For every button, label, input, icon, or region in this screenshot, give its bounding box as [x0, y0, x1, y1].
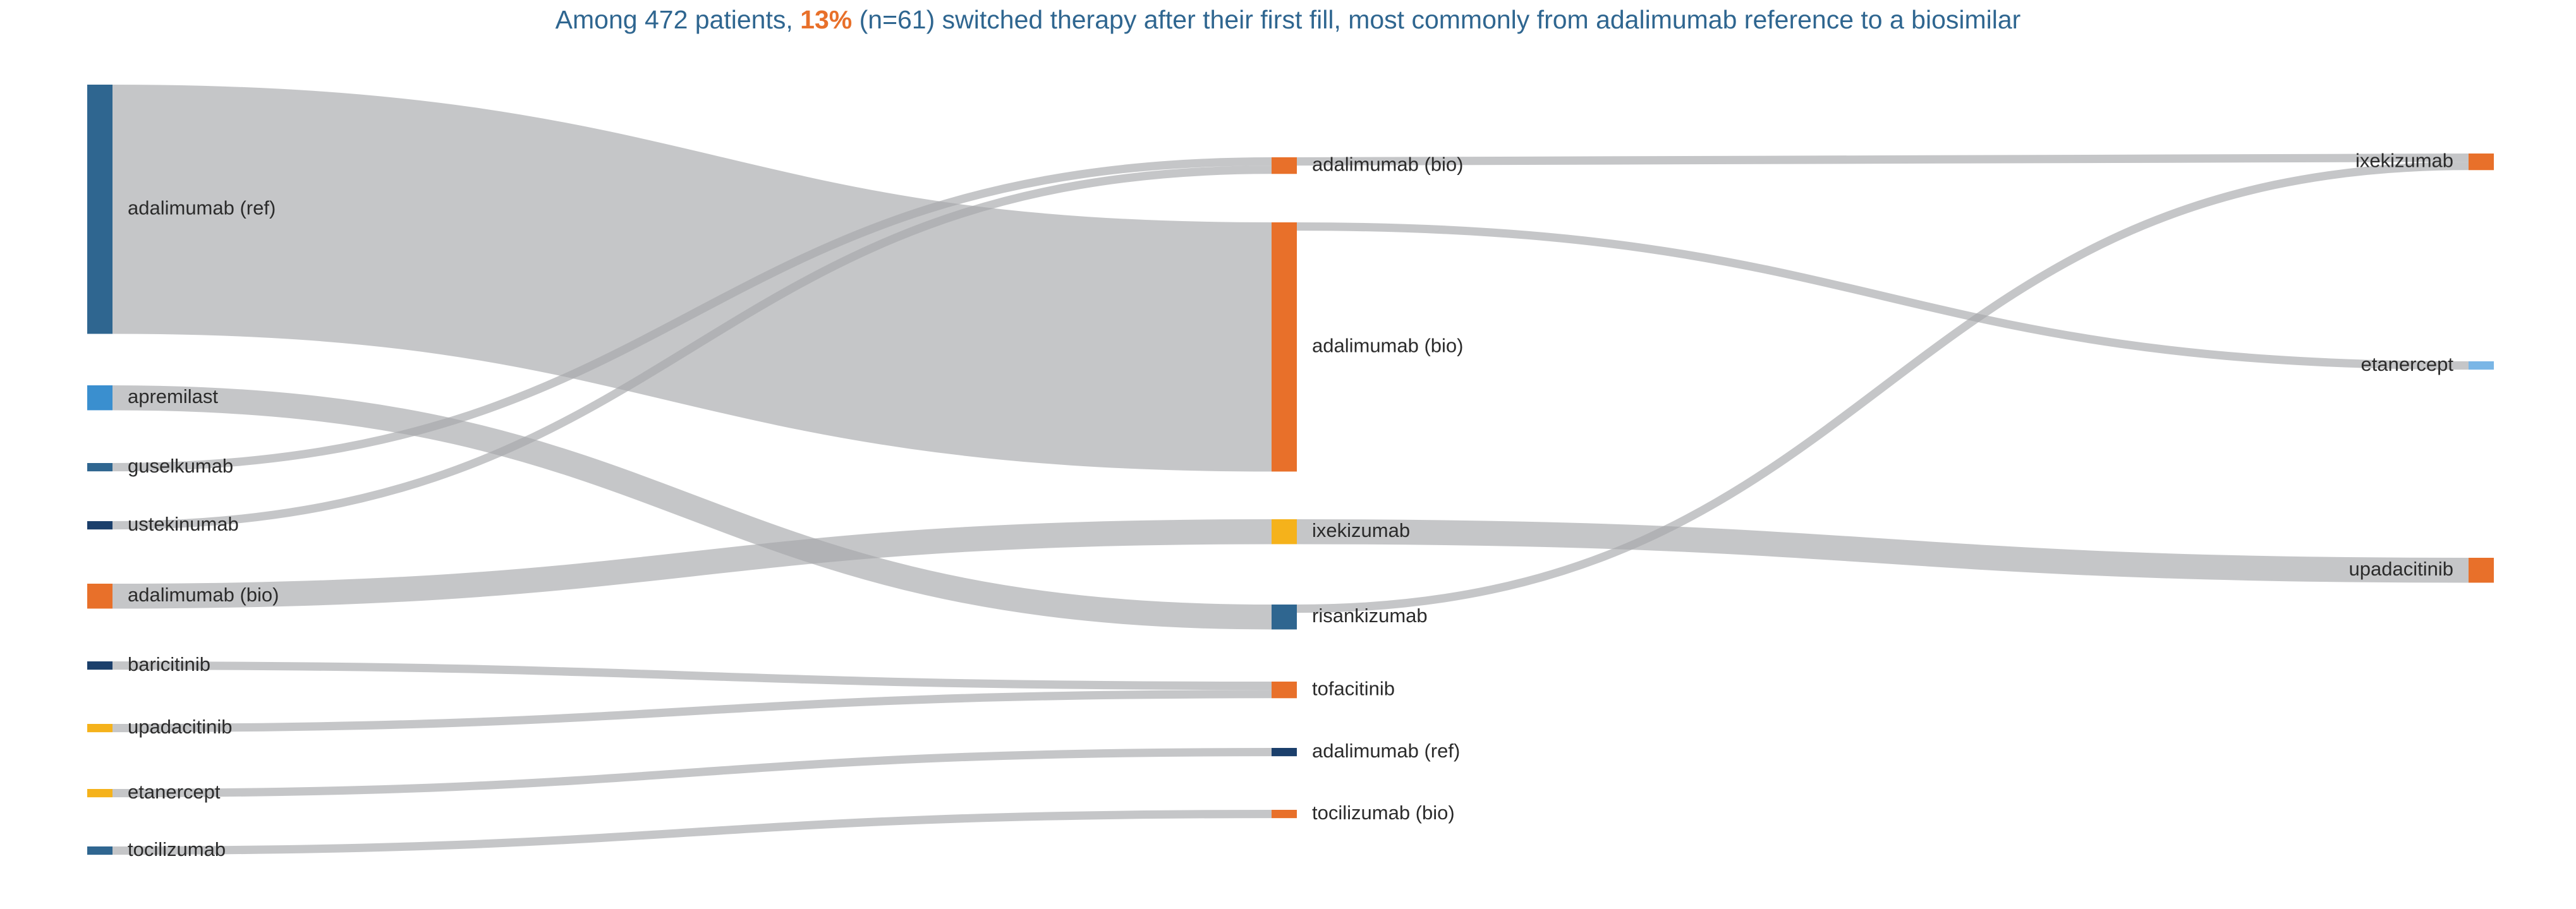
node-label-s_baricitinib: baricitinib — [128, 653, 210, 675]
flow-s_guselkumab-to-m_ada_bio_small — [112, 157, 1272, 472]
flow-s_ada_bio-to-m_ixekizumab — [112, 519, 1272, 609]
flow-s_baricitinib-to-m_tofacitinib — [112, 661, 1272, 690]
node-t_upadacitinib — [2469, 558, 2494, 583]
node-label-m_tofacitinib: tofacitinib — [1312, 677, 1395, 699]
flow-s_ustekinumab-to-m_ada_bio_small — [112, 166, 1272, 530]
node-m_ada_bio_small — [1272, 157, 1297, 174]
node-s_tocilizumab — [87, 846, 112, 855]
node-label-m_risankizumab: risankizumab — [1312, 605, 1428, 627]
flow-m_risankizumab-to-t_ixekizumab — [1296, 162, 2469, 613]
node-label-t_ixekizumab: ixekizumab — [2355, 149, 2453, 171]
node-m_ada_bio — [1272, 222, 1297, 472]
node-s_upadacitinib — [87, 724, 112, 733]
node-s_baricitinib — [87, 661, 112, 670]
node-label-m_ada_bio: adalimumab (bio) — [1312, 334, 1464, 356]
labels-layer: adalimumab (ref) apremilast guselkumab uste… — [128, 149, 2453, 860]
node-label-s_upadacitinib: upadacitinib — [128, 716, 232, 738]
node-s_guselkumab — [87, 463, 112, 472]
chart-title: Among 472 patients, 13% (n=61) switched … — [0, 5, 2576, 35]
node-s_apremilast — [87, 385, 112, 411]
flow-s_ada_ref-to-m_ada_bio — [112, 85, 1272, 472]
title-suffix: (n=61) switched therapy after their firs… — [852, 5, 2021, 34]
node-s_etanercept — [87, 789, 112, 798]
nodes-layer — [87, 85, 2494, 855]
node-s_ada_ref — [87, 85, 112, 334]
flow-m_ada_bio-to-t_etanercept — [1296, 222, 2469, 370]
node-label-s_tocilizumab: tocilizumab — [128, 838, 226, 860]
node-t_ixekizumab — [2469, 154, 2494, 171]
flow-s_apremilast-to-m_risankizumab — [112, 385, 1272, 630]
flow-m_ada_bio_small-to-t_ixekizumab — [1296, 154, 2469, 166]
node-label-s_etanercept: etanercept — [128, 781, 221, 803]
title-highlight: 13% — [800, 5, 853, 34]
node-label-s_ada_bio: adalimumab (bio) — [128, 584, 279, 606]
flow-m_ixekizumab-to-t_upadacitinib — [1296, 519, 2469, 583]
node-t_etanercept — [2469, 361, 2494, 370]
node-label-m_tocilizumab_bio: tocilizumab (bio) — [1312, 802, 1455, 824]
node-label-s_apremilast: apremilast — [128, 385, 218, 407]
node-s_ustekinumab — [87, 521, 112, 530]
links-layer — [112, 85, 2469, 855]
flow-s_tocilizumab-to-m_tocilizumab_bio — [112, 809, 1272, 855]
node-label-s_ustekinumab: ustekinumab — [128, 513, 239, 535]
node-s_ada_bio — [87, 584, 112, 609]
node-label-m_ada_ref: adalimumab (ref) — [1312, 740, 1460, 762]
node-label-s_ada_ref: adalimumab (ref) — [128, 196, 276, 219]
title-prefix: Among 472 patients, — [555, 5, 801, 34]
node-m_tofacitinib — [1272, 682, 1297, 699]
node-m_ada_ref — [1272, 748, 1297, 757]
flow-s_upadacitinib-to-m_tofacitinib — [112, 690, 1272, 733]
node-label-m_ixekizumab: ixekizumab — [1312, 519, 1410, 541]
node-label-t_upadacitinib: upadacitinib — [2349, 558, 2453, 580]
node-label-s_guselkumab: guselkumab — [128, 455, 233, 477]
flow-s_etanercept-to-m_ada_ref — [112, 747, 1272, 798]
node-m_tocilizumab_bio — [1272, 810, 1297, 819]
node-m_risankizumab — [1272, 605, 1297, 630]
node-label-m_ada_bio_small: adalimumab (bio) — [1312, 153, 1464, 175]
node-label-t_etanercept: etanercept — [2361, 353, 2454, 375]
node-m_ixekizumab — [1272, 519, 1297, 545]
